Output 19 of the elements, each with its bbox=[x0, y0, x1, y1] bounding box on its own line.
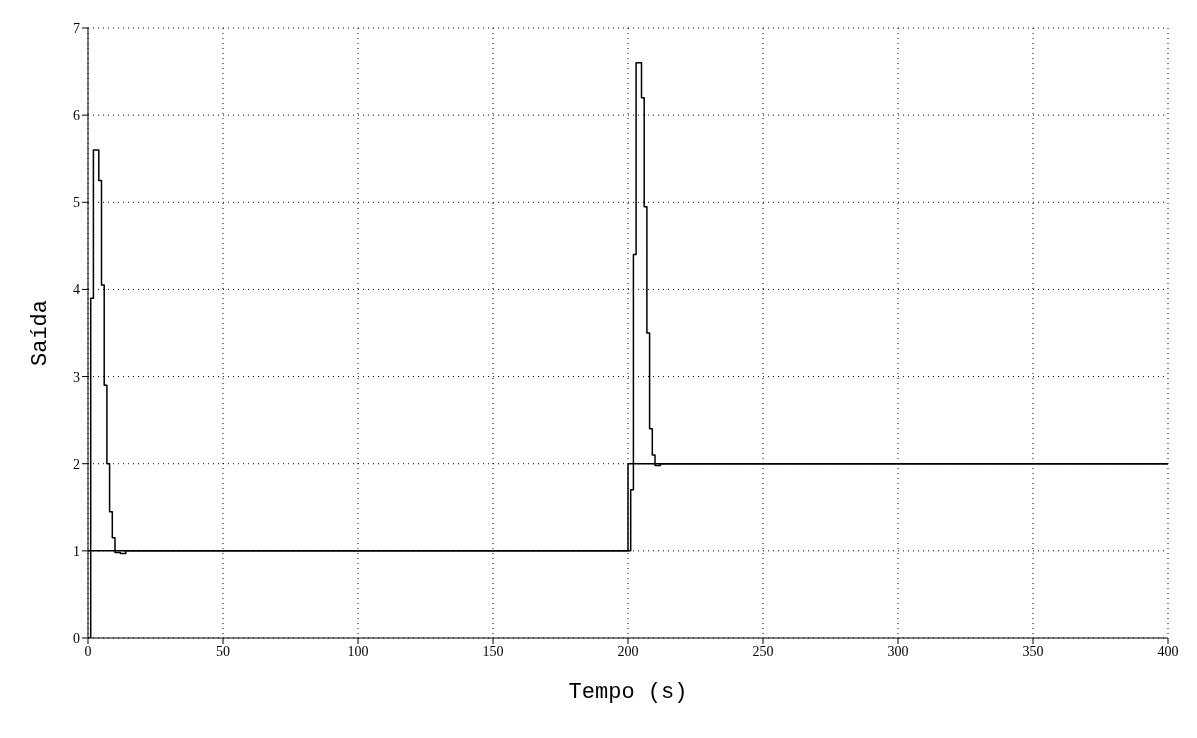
y-axis-title: Saída bbox=[27, 299, 53, 367]
x-tick-label: 0 bbox=[84, 643, 92, 659]
y-tick-label: 3 bbox=[73, 369, 80, 385]
y-tick-label: 2 bbox=[73, 456, 80, 472]
x-tick-label: 400 bbox=[1157, 643, 1179, 659]
y-tick-label: 5 bbox=[73, 195, 80, 211]
y-tick-label: 0 bbox=[73, 630, 80, 646]
x-tick-label: 150 bbox=[482, 643, 504, 659]
x-tick-label: 350 bbox=[1022, 643, 1044, 659]
x-tick-label: 100 bbox=[347, 643, 369, 659]
y-tick-label: 4 bbox=[73, 282, 80, 298]
y-tick-label: 6 bbox=[73, 108, 80, 124]
x-tick-label: 300 bbox=[887, 643, 909, 659]
x-axis-title: Tempo (s) bbox=[568, 680, 688, 705]
x-tick-label: 50 bbox=[216, 643, 230, 659]
y-tick-label: 1 bbox=[73, 543, 80, 559]
x-tick-label: 200 bbox=[617, 643, 639, 659]
x-tick-label: 250 bbox=[752, 643, 774, 659]
y-tick-label: 7 bbox=[73, 20, 80, 36]
